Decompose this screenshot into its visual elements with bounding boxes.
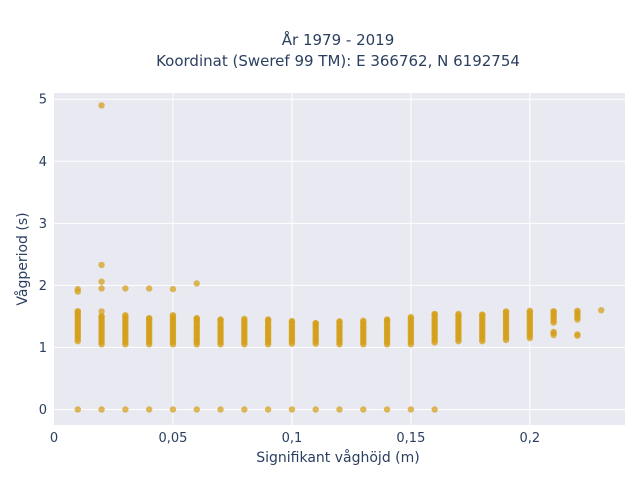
data-point (98, 278, 105, 285)
y-tick-label: 2 (39, 279, 47, 294)
data-point (574, 331, 581, 338)
x-tick-label: 0,05 (158, 431, 187, 446)
x-tick-label: 0,1 (282, 431, 303, 446)
data-point (550, 328, 557, 336)
data-point (122, 285, 129, 292)
y-tick-label: 5 (39, 93, 47, 108)
data-point (74, 288, 81, 295)
data-point (550, 308, 557, 315)
data-point (98, 313, 105, 320)
data-point (74, 308, 81, 315)
y-tick-label: 4 (39, 155, 47, 170)
data-point (407, 313, 415, 321)
data-point (169, 311, 177, 319)
data-point (98, 261, 105, 269)
data-point (264, 316, 272, 323)
data-point (145, 285, 153, 292)
data-point (431, 406, 438, 413)
data-point (336, 406, 343, 413)
data-point (336, 318, 343, 325)
data-point (288, 406, 296, 413)
data-point (264, 406, 272, 413)
data-point (169, 406, 177, 413)
data-point (526, 307, 534, 315)
x-axis-label: Signifikant våghöjd (m) (256, 449, 419, 466)
plot-background (54, 93, 625, 425)
data-point (145, 315, 153, 322)
data-point (98, 308, 105, 315)
data-point (502, 308, 510, 315)
data-point (241, 315, 248, 323)
y-tick-label: 3 (39, 217, 47, 232)
x-tick-label: 0,2 (519, 431, 540, 446)
data-point (122, 406, 129, 413)
y-tick-label: 0 (39, 403, 47, 418)
chart-title-line-2: Koordinat (Sweref 99 TM): E 366762, N 61… (156, 52, 520, 70)
data-point (360, 406, 367, 413)
data-point (193, 315, 200, 322)
y-tick-label: 1 (39, 341, 47, 356)
x-tick-label: 0 (50, 431, 58, 446)
data-point (598, 306, 605, 314)
data-points (74, 102, 605, 413)
data-point (122, 311, 129, 319)
data-point (98, 285, 105, 292)
data-point (98, 406, 105, 413)
data-point (407, 406, 415, 413)
y-axis-label: Vågperiod (s) (14, 212, 31, 305)
data-point (455, 310, 462, 318)
data-point (145, 406, 153, 413)
x-tick-labels: 0 0,05 0,1 0,15 0,2 (50, 431, 540, 446)
data-point (193, 406, 200, 413)
x-tick-label: 0,15 (396, 431, 425, 446)
data-point (312, 320, 319, 327)
chart-title-line-1: År 1979 - 2019 (282, 30, 395, 49)
y-tick-labels: 0 1 2 3 4 5 (39, 93, 47, 418)
data-point (169, 285, 177, 293)
data-point (288, 318, 296, 325)
data-point (431, 310, 438, 318)
data-point (217, 406, 224, 413)
data-point (241, 406, 248, 413)
data-point (479, 311, 486, 318)
data-point (383, 406, 391, 413)
data-point (193, 280, 200, 287)
data-point (383, 316, 391, 323)
data-point (312, 406, 319, 413)
data-point (360, 317, 367, 324)
data-point (217, 316, 224, 323)
data-point (574, 307, 581, 315)
data-point (98, 102, 105, 109)
data-point (74, 406, 81, 413)
